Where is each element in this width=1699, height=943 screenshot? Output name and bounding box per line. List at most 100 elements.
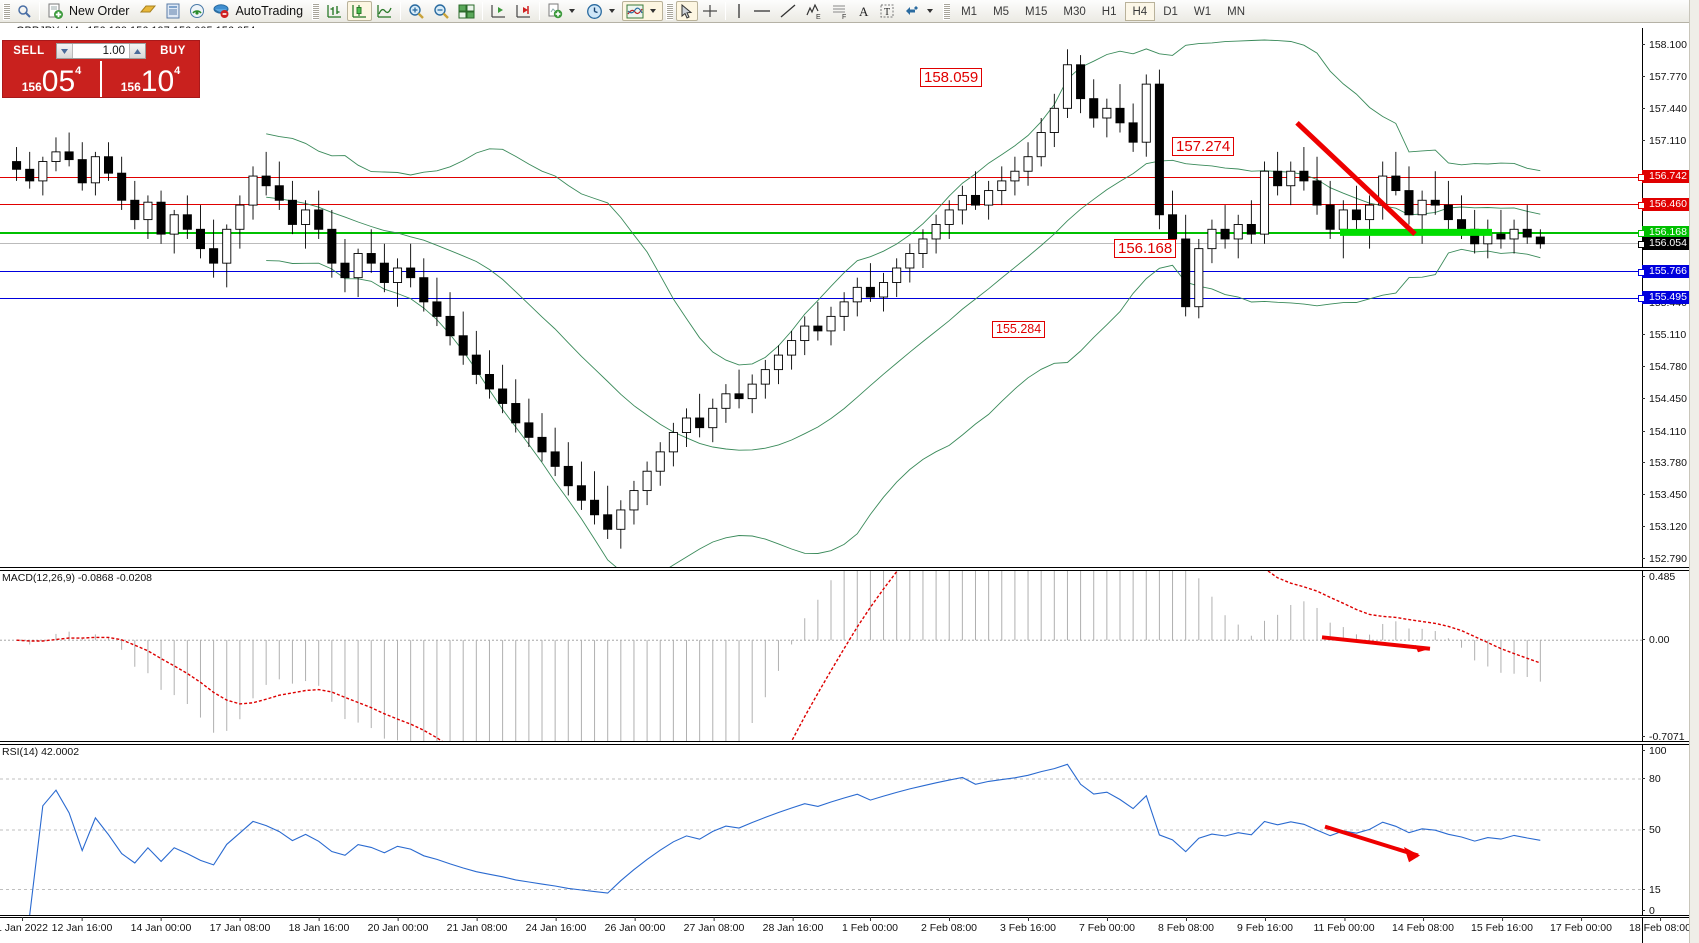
timeframe-mn[interactable]: MN [1227,5,1246,18]
line-chart-icon[interactable] [372,1,397,21]
fibonacci-tool-icon[interactable]: F [827,1,853,21]
price-level-line[interactable] [0,297,1642,299]
price-level-line[interactable] [0,176,1642,178]
zoom-in-icon[interactable] [404,1,429,21]
price-level-line[interactable] [0,204,1642,206]
price-level-line[interactable] [0,232,1642,234]
new-order-button[interactable]: New Order [43,1,135,21]
toolbar-grip[interactable] [3,2,10,20]
text-label-tool-icon[interactable]: T [875,1,899,21]
period-clock-icon[interactable] [582,1,622,21]
symbol-search-icon[interactable] [13,1,36,21]
svg-text:E: E [816,14,821,20]
cursor-tool-icon[interactable] [676,1,699,21]
new-chart-icon[interactable] [543,1,582,21]
time-tick: 24 Jan 16:00 [525,917,587,934]
rsi-title: RSI(14) 42.0002 [2,746,80,758]
price-tick: 153.120 [1642,521,1699,533]
volume-value[interactable]: 1.00 [102,45,125,57]
price-level-label[interactable]: 156.168 [1638,225,1699,239]
chart-annotation[interactable]: 158.059 [920,68,983,87]
timeframe-h4[interactable]: H4 [1124,1,1156,21]
autotrading-button[interactable]: AutoTrading [209,1,309,21]
chart-shift-icon[interactable] [486,1,511,21]
time-tick: 1 Feb 00:00 [841,917,899,934]
buy-button-label[interactable]: BUY [160,45,186,57]
vertical-line-tool-icon[interactable] [729,1,749,21]
one-click-trading-panel[interactable]: SELL 1.00 BUY 156 05 4 156 10 4 [2,40,200,98]
volume-stepper[interactable]: 1.00 [56,43,146,59]
rsi-tick: 100 [1642,745,1699,757]
chart-annotation[interactable]: 156.168 [1114,239,1177,258]
time-tick: 14 Feb 08:00 [1392,917,1454,934]
time-tick: 12 Jan 16:00 [51,917,113,934]
volume-decrease-button[interactable] [57,44,73,58]
price-tick: 154.450 [1642,393,1699,405]
arrows-tool-icon[interactable] [899,1,940,21]
price-level-label[interactable]: 155.495 [1638,291,1699,305]
sell-price-prefix: 156 [21,80,42,94]
volume-increase-button[interactable] [129,44,145,58]
chevron-down-icon-2[interactable] [609,9,616,13]
chevron-down-icon-3[interactable] [650,9,657,13]
elliott-wave-tool-icon[interactable]: E [801,1,827,21]
toolbar-grip-3[interactable] [666,2,674,20]
price-level-label[interactable]: 155.766 [1638,264,1699,278]
candlestick-chart-icon[interactable] [347,1,373,21]
toolbar-grip-4[interactable] [943,2,951,20]
price-level-line[interactable] [0,271,1642,273]
rsi-indicator-pane[interactable]: RSI(14) 42.0002 100 80 50 15 0 [0,744,1699,917]
rsi-plot-area[interactable] [0,745,1642,915]
time-tick: 21 Jan 08:00 [446,917,508,934]
navigator-icon[interactable] [185,1,209,21]
data-window-icon[interactable] [161,1,185,21]
vertical-scrollbar[interactable] [1689,0,1699,943]
price-level-label[interactable]: 156.054 [1638,236,1699,250]
chart-annotation[interactable]: 157.274 [1172,137,1235,156]
horizontal-line-tool-icon[interactable] [749,1,775,21]
sell-button-label[interactable]: SELL [13,45,45,57]
timeframe-m15[interactable]: M15 [1025,5,1048,18]
price-level-label[interactable]: 156.460 [1638,197,1699,211]
price-tick: 155.110 [1642,329,1699,341]
templates-icon[interactable] [622,1,664,21]
macd-indicator-pane[interactable]: MACD(12,26,9) -0.0868 -0.0208 0.485 0.00 -… [0,570,1699,743]
timeframe-m1[interactable]: M1 [961,5,978,18]
toolbar-grip-2[interactable] [312,2,320,20]
trade-panel-header: SELL 1.00 BUY [3,41,199,61]
timeframe-h1[interactable]: H1 [1101,5,1117,18]
time-tick: 27 Jan 08:00 [683,917,745,934]
price-tick: 154.780 [1642,361,1699,373]
time-axis[interactable]: 1 Jan 2022 12 Jan 16:00 14 Jan 00:00 17 Jan… [0,917,1699,943]
time-tick: 15 Feb 16:00 [1471,917,1533,934]
chart-annotation[interactable]: 155.284 [992,321,1046,338]
market-watch-icon[interactable] [135,1,161,21]
time-tick: 18 Feb 08:00 [1629,917,1691,934]
zoom-out-icon[interactable] [429,1,454,21]
sell-price-quote[interactable]: 156 05 4 [3,61,100,97]
tile-windows-icon[interactable] [454,1,479,21]
macd-tick: 0.485 [1642,571,1699,583]
price-level-line[interactable] [0,243,1642,245]
auto-scroll-icon[interactable] [511,1,536,21]
text-tool-icon[interactable]: A [853,1,875,21]
timeframe-m30[interactable]: M30 [1063,5,1086,18]
price-plot-area[interactable]: 158.059 157.274 156.168 155.284 [0,28,1642,567]
trendline-tool-icon[interactable] [775,1,801,21]
chevron-down-icon-4[interactable] [927,9,934,13]
price-level-label[interactable]: 156.742 [1638,170,1699,184]
buy-price-quote[interactable]: 156 10 4 [100,61,199,97]
trade-panel-prices: 156 05 4 156 10 4 [3,61,199,97]
time-tick: 11 Feb 00:00 [1313,917,1375,934]
macd-plot-area[interactable] [0,571,1642,741]
timeframe-d1[interactable]: D1 [1163,5,1178,18]
macd-tick: -0.7071 [1642,731,1699,743]
price-chart-pane[interactable]: 158.059 157.274 156.168 155.284 158.100 157.… [0,28,1699,568]
timeframe-m5[interactable]: M5 [993,5,1010,18]
timeframe-w1[interactable]: W1 [1193,5,1212,18]
crosshair-tool-icon[interactable] [698,1,722,21]
rsi-tick: 0 [1642,905,1699,917]
bar-chart-icon[interactable] [322,1,347,21]
rsi-tick: 80 [1642,773,1699,785]
chevron-down-icon[interactable] [569,9,576,13]
